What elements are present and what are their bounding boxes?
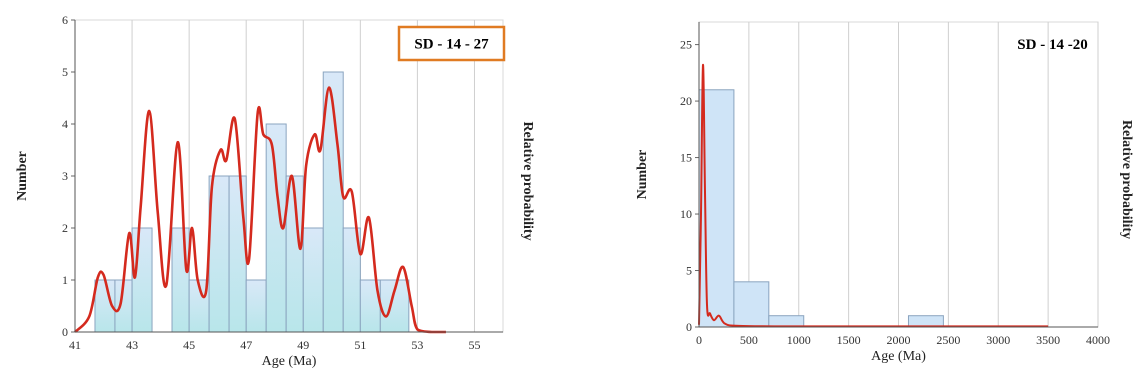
y2-axis-title: Relative probability xyxy=(1119,120,1134,239)
histogram-bar xyxy=(907,315,944,328)
y-tick-label: 3 xyxy=(62,169,68,183)
x-tick-label: 45 xyxy=(183,338,195,352)
x-tick-label: 55 xyxy=(468,338,480,352)
histogram-bar xyxy=(131,227,153,333)
probability-curve xyxy=(74,86,446,334)
x-tick-label: 47 xyxy=(240,338,252,352)
y-tick-label: 25 xyxy=(680,38,692,52)
y-tick-label: 0 xyxy=(62,325,68,339)
histogram-bar xyxy=(733,281,770,328)
histogram-bar xyxy=(245,279,267,333)
x-axis-title: Age (Ma) xyxy=(871,349,926,364)
sample-label: SD - 14 - 27 xyxy=(414,37,489,53)
y-axis-title: Number xyxy=(635,150,650,200)
x-tick-label: 2500 xyxy=(936,333,960,347)
x-tick-label: 2000 xyxy=(887,333,911,347)
y-tick-label: 5 xyxy=(686,264,692,278)
x-tick-label: 4000 xyxy=(1086,333,1110,347)
x-tick-label: 49 xyxy=(297,338,309,352)
x-tick-label: 41 xyxy=(69,338,81,352)
sample-label: SD - 14 -20 xyxy=(1017,37,1087,53)
x-tick-label: 1000 xyxy=(787,333,811,347)
histogram-bar xyxy=(302,227,324,333)
x-tick-label: 500 xyxy=(740,333,758,347)
y-tick-label: 4 xyxy=(62,117,68,131)
histogram-bar xyxy=(228,175,247,333)
probability-curve xyxy=(698,63,1049,328)
x-tick-label: 0 xyxy=(696,333,702,347)
histogram-bar xyxy=(171,227,190,333)
y-axis-title: Number xyxy=(15,151,30,201)
y-tick-label: 2 xyxy=(62,221,68,235)
chart-panel-left: 41 43 45 47 49 51 53 55 0 1 2 3 4 5 6 Age (Ma) Number Rel… xyxy=(0,0,560,380)
x-tick-label: 51 xyxy=(354,338,366,352)
x-tick-label: 1500 xyxy=(837,333,861,347)
x-tick-label: 53 xyxy=(411,338,423,352)
sample-label-box xyxy=(397,25,506,62)
y-tick-label: 1 xyxy=(62,273,68,287)
x-tick-label: 3500 xyxy=(1036,333,1060,347)
y-tick-label: 5 xyxy=(62,65,68,79)
y-tick-label: 15 xyxy=(680,151,692,165)
y-tick-label: 0 xyxy=(686,320,692,334)
y2-axis-title: Relative probability xyxy=(520,121,535,240)
y-tick-label: 10 xyxy=(680,207,692,221)
x-tick-label: 3000 xyxy=(986,333,1010,347)
histogram-chart-right: 0 500 1000 1500 2000 2500 3000 3500 4000 0 5 10 15 20… xyxy=(635,21,1134,364)
chart-panel-right: 0 500 1000 1500 2000 2500 3000 3500 4000 0 5 10 15 20… xyxy=(580,0,1139,380)
x-axis-title: Age (Ma) xyxy=(262,354,317,369)
y-tick-label: 6 xyxy=(62,13,68,27)
x-tick-label: 43 xyxy=(126,338,138,352)
y-tick-label: 20 xyxy=(680,94,692,108)
histogram-bar xyxy=(768,315,805,328)
